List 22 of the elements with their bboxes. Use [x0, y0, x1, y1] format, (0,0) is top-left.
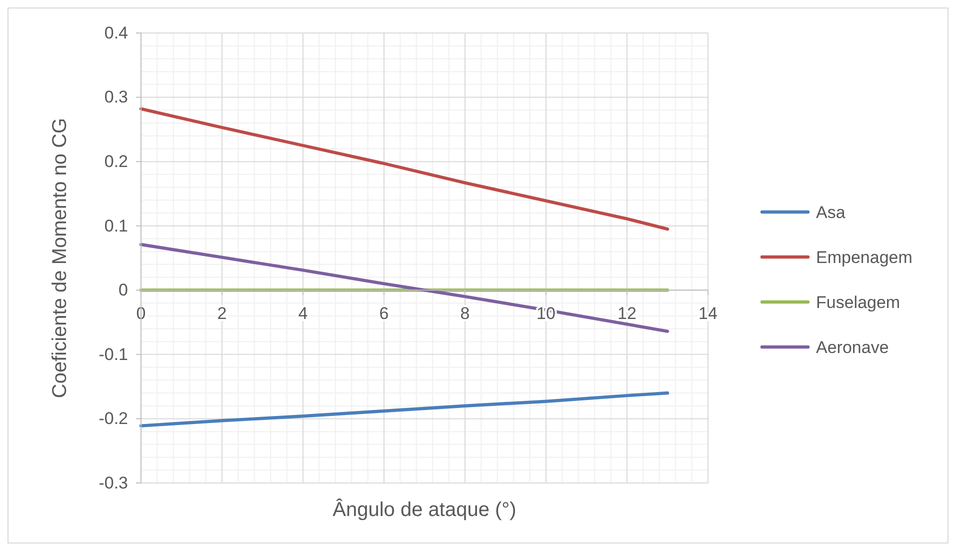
- line-series: [139, 391, 670, 428]
- y-tick-label: 0.2: [104, 152, 128, 172]
- y-tick-label: 0.3: [104, 88, 128, 107]
- x-tick-label: 12: [618, 304, 636, 324]
- line-series: [139, 107, 670, 231]
- x-tick-label: 4: [298, 304, 308, 324]
- y-tick-label: -0.3: [98, 473, 128, 492]
- y-tick-label: 0.1: [104, 216, 128, 236]
- x-tick-label: 8: [460, 304, 470, 324]
- y-tick-label: 0.4: [104, 23, 128, 42]
- y-tick-label: -0.2: [98, 409, 128, 428]
- x-tick-label: 2: [217, 304, 227, 324]
- x-tick-label: 6: [379, 304, 389, 324]
- y-tick-label: 0: [118, 280, 128, 300]
- x-axis-title: Ângulo de ataque (°): [332, 498, 516, 521]
- x-tick-label: 14: [698, 304, 718, 324]
- legend-label: Aeronave: [816, 338, 889, 357]
- y-tick-label: -0.1: [98, 344, 128, 364]
- y-axis-title: Coeficiente de Momento no CG: [49, 118, 71, 398]
- legend-label: Fuselagem: [816, 293, 900, 312]
- legend-label: Asa: [816, 203, 846, 222]
- legend-label: Empenagem: [816, 248, 912, 267]
